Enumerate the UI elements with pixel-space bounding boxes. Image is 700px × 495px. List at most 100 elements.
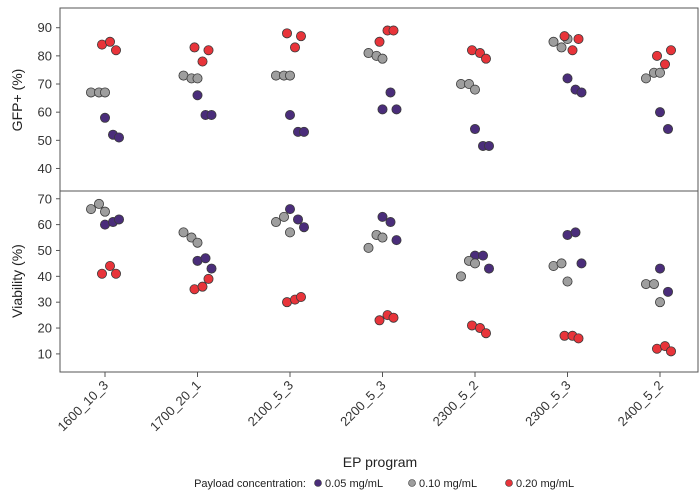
- x-tick-label-2300-5-3: 2300_5_3: [522, 378, 574, 430]
- viability-point-0-20-mg-ml-1600-10-3-2: [111, 268, 122, 279]
- legend-marker-0-10-mg-ml: [408, 479, 416, 487]
- viability-point-0-05-mg-ml-2300-5-2-1: [477, 250, 488, 261]
- viability-ytick-label-10: 10: [38, 346, 52, 361]
- gfp-ytick-label-90: 90: [38, 20, 52, 35]
- viability-point-0-10-mg-ml-1700-20-1-2: [192, 237, 203, 248]
- viability-point-0-10-mg-ml-1600-10-3-2: [100, 206, 111, 217]
- gfp-point-0-05-mg-ml-2200-5-3-2: [391, 104, 402, 115]
- gfp-point-0-20-mg-ml-2400-5-2-2: [666, 45, 677, 56]
- gfp-point-0-20-mg-ml-1600-10-3-1: [105, 36, 116, 47]
- gfp-point-0-05-mg-ml-2300-5-3-0: [562, 73, 573, 84]
- gfp-point-0-05-mg-ml-1700-20-1-2: [206, 109, 217, 120]
- legend: Payload concentration: 0.05 mg/mL 0.10 mg…: [194, 478, 574, 490]
- gfp-point-0-10-mg-ml-2200-5-3-2: [377, 53, 388, 64]
- viability-point-0-10-mg-ml-2200-5-3-2: [377, 232, 388, 243]
- gfp-point-0-05-mg-ml-2300-5-2-0: [469, 124, 480, 135]
- x-tick-label-2100-5-3: 2100_5_3: [245, 378, 297, 430]
- viability-point-0-05-mg-ml-1700-20-1-2: [206, 263, 217, 274]
- viability-point-0-05-mg-ml-2400-5-2-1: [663, 286, 674, 297]
- x-tick-labels: 1600_10_3 1700_20_1 2100_5_3 2200_5_3 2300_5…: [54, 372, 666, 434]
- viability-point-0-20-mg-ml-2200-5-3-2: [388, 312, 399, 323]
- gfp-point-0-10-mg-ml-1700-20-1-2: [192, 73, 203, 84]
- viability-ytick-label-70: 70: [38, 191, 52, 206]
- gfp-point-0-05-mg-ml-2100-5-3-0: [284, 109, 295, 120]
- gfp-point-0-05-mg-ml-2200-5-3-0: [377, 104, 388, 115]
- viability-point-0-05-mg-ml-2200-5-3-0: [377, 211, 388, 222]
- gfp-point-0-10-mg-ml-2300-5-2-2: [469, 84, 480, 95]
- gfp-point-0-20-mg-ml-2100-5-3-1: [289, 42, 300, 53]
- viability-point-0-10-mg-ml-2100-5-3-2: [284, 227, 295, 238]
- viability-point-0-10-mg-ml-1600-10-3-0: [86, 204, 97, 215]
- gfp-point-0-20-mg-ml-1700-20-1-2: [203, 45, 214, 56]
- viability-panel: Viability (%) 10 20 30 40 50 60 70: [9, 190, 699, 373]
- viability-point-0-05-mg-ml-2100-5-3-0: [284, 204, 295, 215]
- viability-point-0-20-mg-ml-1600-10-3-1: [105, 260, 116, 271]
- viability-point-0-10-mg-ml-2300-5-3-2: [562, 276, 573, 287]
- viability-point-0-05-mg-ml-2300-5-2-2: [483, 263, 494, 274]
- viability-point-0-05-mg-ml-1700-20-1-1: [200, 253, 211, 264]
- gfp-point-0-05-mg-ml-2300-5-2-2: [483, 140, 494, 151]
- x-tick-label-2400-5-2: 2400_5_2: [615, 378, 667, 430]
- viability-point-0-10-mg-ml-2300-5-3-1: [556, 258, 567, 269]
- gfp-point-0-20-mg-ml-2400-5-2-1: [660, 59, 671, 70]
- viability-point-0-10-mg-ml-1600-10-3-1: [94, 198, 105, 209]
- viability-point-0-20-mg-ml-2300-5-3-2: [573, 333, 584, 344]
- gfp-point-0-20-mg-ml-2100-5-3-0: [281, 28, 292, 39]
- viability-point-0-20-mg-ml-1600-10-3-0: [97, 268, 108, 279]
- viability-point-0-05-mg-ml-2200-5-3-2: [391, 235, 402, 246]
- viability-point-0-10-mg-ml-2300-5-2-0: [455, 271, 466, 282]
- gfp-ylabel: GFP+ (%): [9, 69, 25, 132]
- gfp-point-0-10-mg-ml-1600-10-3-2: [100, 87, 111, 98]
- gfp-point-0-10-mg-ml-2400-5-2-2: [655, 67, 666, 78]
- gfp-ytick-label-60: 60: [38, 105, 52, 120]
- gfp-point-0-05-mg-ml-2400-5-2-1: [663, 124, 674, 135]
- viability-point-0-10-mg-ml-2100-5-3-0: [270, 217, 281, 228]
- legend-label-0-10-mg-ml: 0.10 mg/mL: [419, 478, 477, 490]
- gfp-point-0-05-mg-ml-2400-5-2-0: [655, 107, 666, 118]
- viability-panel-frame: [59, 190, 699, 373]
- gfp-point-0-20-mg-ml-2300-5-3-0: [559, 31, 570, 42]
- viability-point-0-20-mg-ml-1700-20-1-1: [197, 281, 208, 292]
- gfp-point-0-05-mg-ml-2100-5-3-2: [298, 126, 309, 137]
- viability-point-0-05-mg-ml-2100-5-3-2: [298, 222, 309, 233]
- gfp-point-0-05-mg-ml-2200-5-3-1: [385, 87, 396, 98]
- viability-ytick-label-50: 50: [38, 243, 52, 258]
- viability-point-0-10-mg-ml-1700-20-1-0: [178, 227, 189, 238]
- legend-title: Payload concentration:: [194, 478, 306, 490]
- x-tick-label-2200-5-3: 2200_5_3: [337, 378, 389, 430]
- viability-point-0-05-mg-ml-2300-5-3-2: [576, 258, 587, 269]
- gfp-ytick-label-50: 50: [38, 133, 52, 148]
- gfp-point-0-05-mg-ml-1700-20-1-0: [192, 90, 203, 101]
- viability-point-0-05-mg-ml-2300-5-3-1: [570, 227, 581, 238]
- gfp-point-0-20-mg-ml-2300-5-2-2: [480, 53, 491, 64]
- gfp-point-0-05-mg-ml-1600-10-3-0: [100, 112, 111, 123]
- viability-point-0-10-mg-ml-2300-5-2-2: [469, 258, 480, 269]
- viability-point-0-20-mg-ml-2400-5-2-2: [666, 346, 677, 357]
- viability-ytick-label-30: 30: [38, 295, 52, 310]
- gfp-panel: GFP+ (%) 40 50 60 70 80 90: [9, 7, 699, 192]
- gfp-point-0-05-mg-ml-2300-5-3-2: [576, 87, 587, 98]
- viability-ytick-label-60: 60: [38, 217, 52, 232]
- gfp-point-0-10-mg-ml-2300-5-3-0: [548, 36, 559, 47]
- legend-marker-0-20-mg-ml: [505, 479, 513, 487]
- gfp-ytick-label-80: 80: [38, 48, 52, 63]
- gfp-point-0-20-mg-ml-1700-20-1-0: [189, 42, 200, 53]
- gfp-point-0-20-mg-ml-1700-20-1-1: [197, 56, 208, 67]
- viability-point-0-20-mg-ml-2100-5-3-2: [295, 292, 306, 303]
- viability-point-0-20-mg-ml-2200-5-3-0: [374, 315, 385, 326]
- legend-entries: 0.05 mg/mL 0.10 mg/mL 0.20 mg/mL: [314, 478, 574, 490]
- viability-ytick-label-40: 40: [38, 269, 52, 284]
- gfp-point-0-20-mg-ml-2300-5-3-1: [567, 45, 578, 56]
- viability-ytick-label-20: 20: [38, 321, 52, 336]
- x-tick-label-1700-20-1: 1700_20_1: [147, 378, 204, 435]
- gfp-point-0-20-mg-ml-2400-5-2-0: [652, 50, 663, 61]
- gfp-point-0-20-mg-ml-1600-10-3-2: [111, 45, 122, 56]
- viability-point-0-05-mg-ml-2100-5-3-1: [292, 214, 303, 225]
- viability-point-0-20-mg-ml-2300-5-2-2: [480, 328, 491, 339]
- x-axis-title: EP program: [343, 454, 417, 470]
- gfp-ytick-label-70: 70: [38, 77, 52, 92]
- gfp-point-0-20-mg-ml-2200-5-3-0: [374, 36, 385, 47]
- gfp-point-0-20-mg-ml-2300-5-3-2: [573, 33, 584, 44]
- viability-point-0-05-mg-ml-1600-10-3-2: [114, 214, 125, 225]
